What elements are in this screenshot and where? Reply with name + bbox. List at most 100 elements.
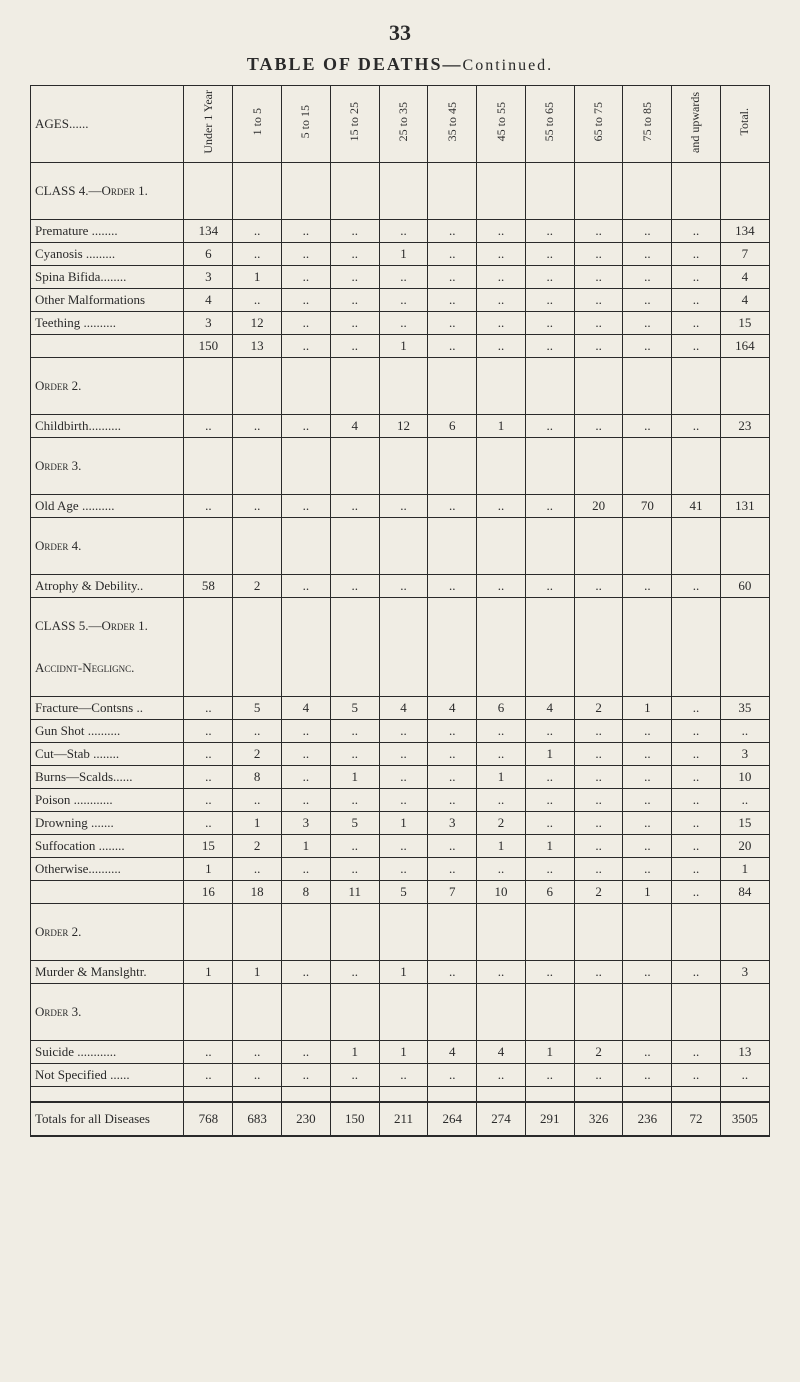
- cell: ..: [428, 789, 477, 812]
- table-row: Otherwise..........1....................…: [31, 858, 770, 881]
- cell: ..: [720, 789, 769, 812]
- row-label: Poison ............: [31, 789, 184, 812]
- cell: ..: [233, 495, 282, 518]
- cell: 3: [720, 961, 769, 984]
- cell: 60: [720, 575, 769, 598]
- cell: 6: [477, 697, 526, 720]
- cell: 1: [233, 961, 282, 984]
- cell: ..: [672, 812, 720, 835]
- row-label: Not Specified ......: [31, 1064, 184, 1087]
- cell: ..: [330, 289, 379, 312]
- table-row: Old Age ..........................207041…: [31, 495, 770, 518]
- cell: 2: [477, 812, 526, 835]
- cell: ..: [184, 789, 233, 812]
- cell: ..: [233, 289, 282, 312]
- cell: ..: [525, 335, 574, 358]
- cell: ..: [184, 812, 233, 835]
- cell: ..: [330, 789, 379, 812]
- cell: 768: [184, 1102, 233, 1136]
- cell: ..: [330, 835, 379, 858]
- cell: ..: [623, 743, 672, 766]
- cell: 1: [330, 1041, 379, 1064]
- cell: 2: [574, 881, 623, 904]
- cell: 134: [184, 220, 233, 243]
- header-row: AGES...... Under 1 Year 1 to 5 5 to 15 1…: [31, 86, 770, 163]
- row-label: Old Age ..........: [31, 495, 184, 518]
- cell: ..: [428, 743, 477, 766]
- cell: 1: [233, 812, 282, 835]
- cell: ..: [574, 961, 623, 984]
- cell: 4: [428, 697, 477, 720]
- cell: ..: [672, 720, 720, 743]
- col-total: Total.: [720, 86, 769, 163]
- cell: ..: [525, 220, 574, 243]
- row-label: Atrophy & Debility..: [31, 575, 184, 598]
- cell: ..: [720, 1064, 769, 1087]
- row-label: Other Malformations: [31, 289, 184, 312]
- section-header: Order 2.: [31, 918, 184, 946]
- cell: ..: [379, 312, 428, 335]
- cell: 1: [477, 835, 526, 858]
- cell: 4: [330, 415, 379, 438]
- cell: 3: [720, 743, 769, 766]
- cell: ..: [428, 495, 477, 518]
- cell: ..: [623, 1041, 672, 1064]
- cell: ..: [672, 697, 720, 720]
- cell: 6: [428, 415, 477, 438]
- cell: ..: [330, 312, 379, 335]
- cell: 8: [233, 766, 282, 789]
- cell: 7: [428, 881, 477, 904]
- cell: 4: [720, 289, 769, 312]
- cell: ..: [282, 789, 331, 812]
- cell: ..: [623, 766, 672, 789]
- cell: ..: [574, 720, 623, 743]
- cell: ..: [379, 289, 428, 312]
- cell: 1: [184, 858, 233, 881]
- title-main: TABLE OF DEATHS—: [247, 54, 463, 74]
- cell: 1: [379, 961, 428, 984]
- cell: ..: [623, 243, 672, 266]
- section-header-row: Order 2.: [31, 372, 770, 400]
- section-header-row: Accidnt-Neglignc.: [31, 654, 770, 682]
- table-row: Poison .................................…: [31, 789, 770, 812]
- table-row: Drowning .........135132........15: [31, 812, 770, 835]
- cell: 1: [233, 266, 282, 289]
- cell: ..: [428, 720, 477, 743]
- cell: ..: [330, 266, 379, 289]
- col-35-45: 35 to 45: [428, 86, 477, 163]
- cell: ..: [330, 243, 379, 266]
- row-label: Cut—Stab ........: [31, 743, 184, 766]
- cell: ..: [379, 743, 428, 766]
- cell: ..: [379, 789, 428, 812]
- cell: 16: [184, 881, 233, 904]
- cell: ..: [330, 335, 379, 358]
- cell: 1: [623, 881, 672, 904]
- cell: ..: [525, 575, 574, 598]
- cell: ..: [184, 766, 233, 789]
- cell: ..: [623, 266, 672, 289]
- cell: ..: [233, 720, 282, 743]
- section-header: Order 2.: [31, 372, 184, 400]
- cell: ..: [184, 415, 233, 438]
- table-title: TABLE OF DEATHS—Continued.: [30, 54, 770, 75]
- cell: ..: [477, 789, 526, 812]
- row-label: Murder & Manslghtr.: [31, 961, 184, 984]
- section-header: Order 3.: [31, 998, 184, 1026]
- table-row: Suffocation ........1521......11......20: [31, 835, 770, 858]
- cell: ..: [428, 289, 477, 312]
- col-15-25: 15 to 25: [330, 86, 379, 163]
- cell: ..: [574, 289, 623, 312]
- cell: ..: [574, 220, 623, 243]
- cell: ..: [379, 766, 428, 789]
- cell: 20: [720, 835, 769, 858]
- cell: ..: [477, 289, 526, 312]
- cell: 5: [233, 697, 282, 720]
- cell: 41: [672, 495, 720, 518]
- cell: ..: [525, 312, 574, 335]
- cell: ..: [233, 1041, 282, 1064]
- cell: ..: [574, 312, 623, 335]
- cell: ..: [672, 1041, 720, 1064]
- cell: ..: [282, 220, 331, 243]
- cell: ..: [428, 575, 477, 598]
- col-25-35: 25 to 35: [379, 86, 428, 163]
